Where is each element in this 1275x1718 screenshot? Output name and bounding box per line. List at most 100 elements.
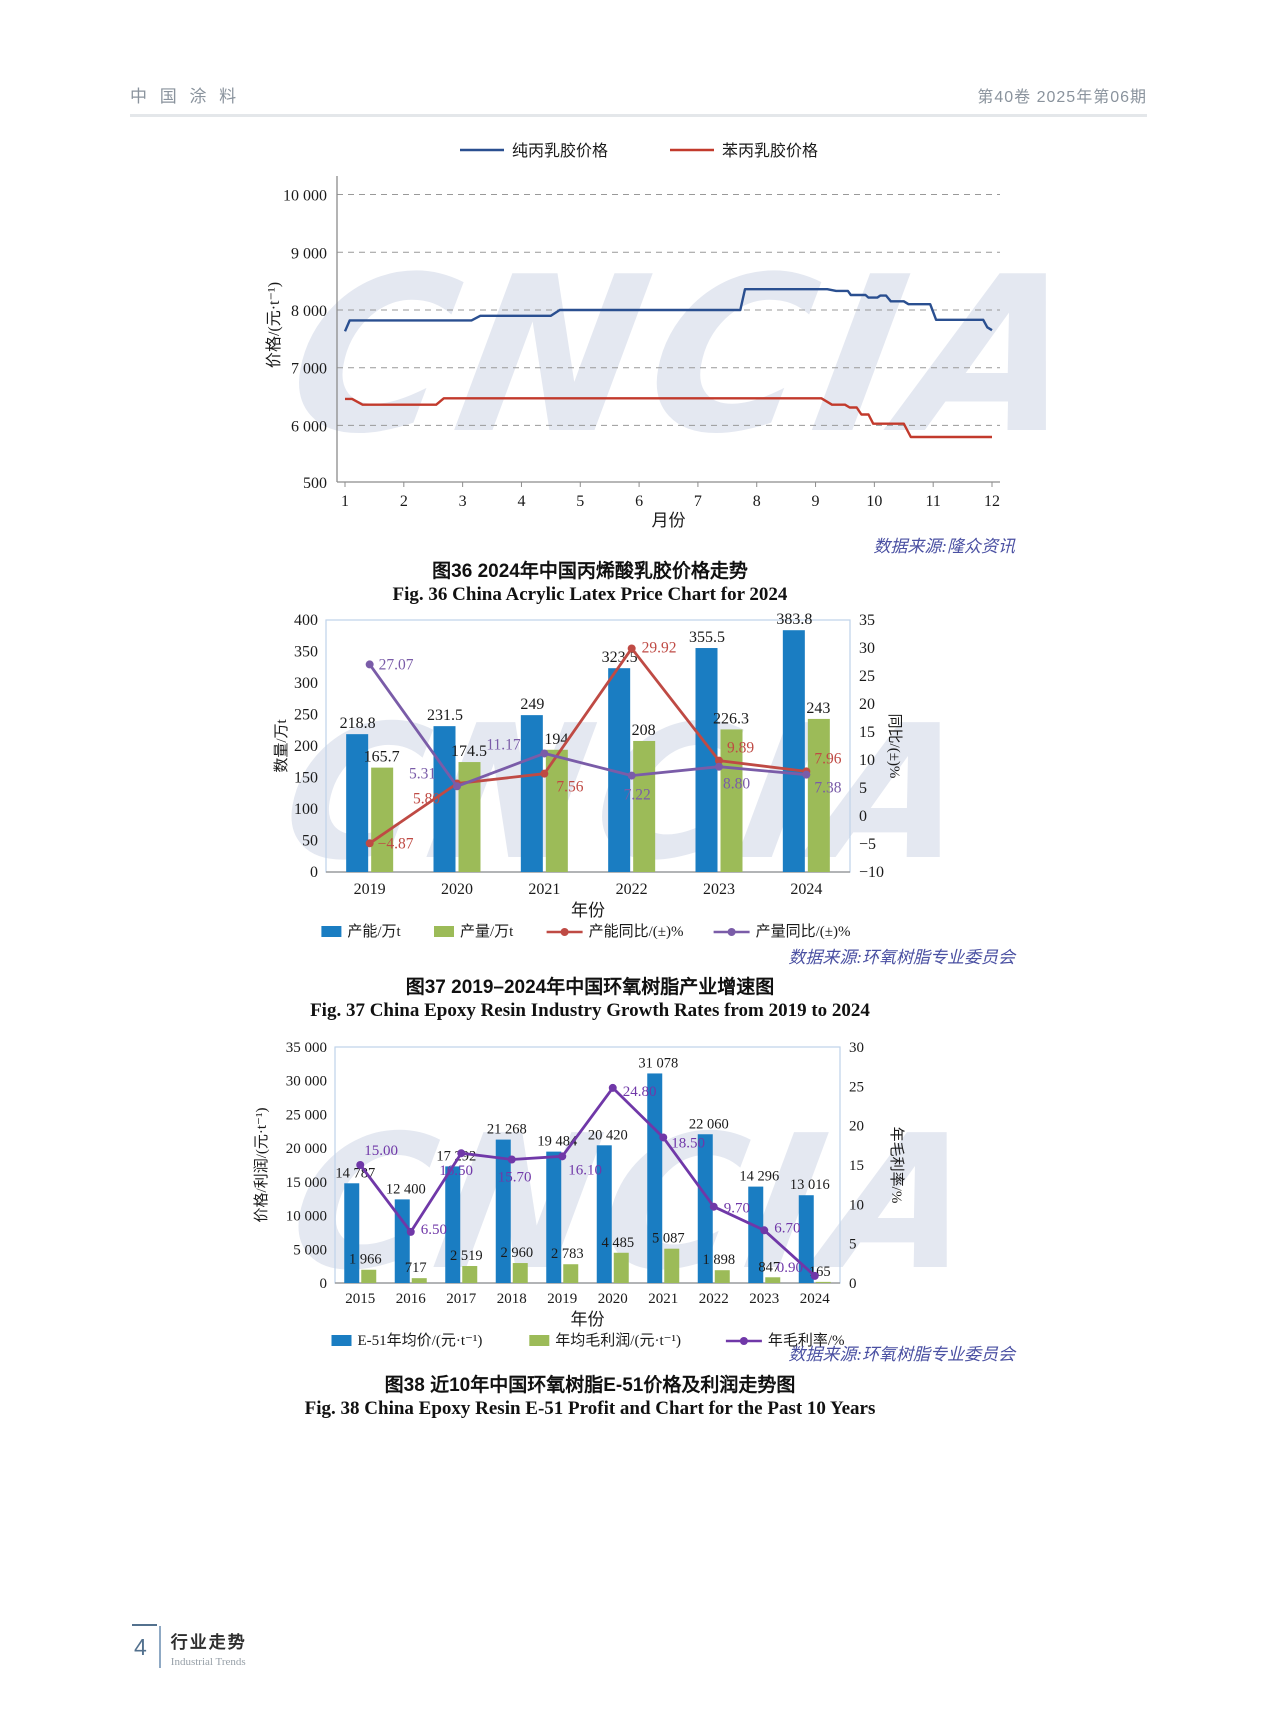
marker xyxy=(760,1226,769,1235)
marker xyxy=(365,839,374,848)
x-tick-label: 2024 xyxy=(790,881,822,898)
legend-label: E-51年均价/(元·t⁻¹) xyxy=(358,1332,483,1349)
bar-value-label: 174.5 xyxy=(451,743,487,760)
left-axis-title: 数量/万t xyxy=(273,719,290,773)
left-tick-label: 250 xyxy=(294,707,318,724)
bar xyxy=(545,749,568,872)
legend-swatch xyxy=(529,1335,550,1346)
legend-label: 产能同比/(±)% xyxy=(589,923,684,940)
page-number: 4 xyxy=(132,1624,157,1668)
series-纯丙乳胶价格 xyxy=(343,287,993,332)
x-tick-label: 12 xyxy=(984,493,1000,510)
bar xyxy=(782,630,805,872)
x-tick-label: 11 xyxy=(925,493,940,510)
bar-value-label: 208 xyxy=(632,722,656,739)
legend-label: 产能/万t xyxy=(347,923,401,940)
left-tick-label: 0 xyxy=(320,1276,328,1292)
bar xyxy=(495,1139,511,1283)
legend-label: 年均毛利润/(元·t⁻¹) xyxy=(555,1332,681,1349)
bar-value-label: 22 060 xyxy=(689,1116,729,1132)
bars-产量/万t: 165.7 174.5 194 208 226.3 243 xyxy=(364,700,830,872)
bar xyxy=(748,1186,764,1283)
legend-label: 产量同比/(±)% xyxy=(756,923,851,940)
legend-swatch xyxy=(331,1335,352,1346)
x-axis-title: 月份 xyxy=(652,511,686,530)
x-tick-label: 1 xyxy=(341,493,349,510)
marker xyxy=(709,1202,718,1211)
line-path xyxy=(359,1086,816,1277)
fig38-caption-cn: 图38 近10年中国环氧树脂E-51价格及利润走势图 xyxy=(384,1375,796,1396)
marker xyxy=(365,660,374,669)
fig37-source: 数据来源:环氧树脂专业委员会 xyxy=(788,948,1015,967)
y-tick-label: 8 000 xyxy=(291,303,327,320)
fig38-legend: E-51年均价/(元·t⁻¹) 年均毛利润/(元·t⁻¹) 年毛利率/% xyxy=(331,1332,845,1349)
marker xyxy=(627,644,636,653)
bar xyxy=(546,1151,562,1283)
left-axis-title: 价格/利润/(元·t⁻¹) xyxy=(253,1108,270,1223)
bar xyxy=(512,1263,528,1283)
bar-value-label: 218.8 xyxy=(340,715,376,732)
bar-value-label: 847 xyxy=(758,1259,780,1275)
bar xyxy=(720,729,743,872)
bar xyxy=(596,1145,612,1283)
line-value-label: 5.31 xyxy=(409,765,436,782)
x-tick-label: 2016 xyxy=(396,1291,427,1307)
x-tick-label: 2015 xyxy=(345,1291,375,1307)
left-tick-label: 30 000 xyxy=(286,1074,327,1090)
right-tick-label: −10 xyxy=(859,864,884,881)
marker xyxy=(558,1152,567,1161)
line-产能同比/(±)%: −4.87 5.80 7.56 29.92 9.89 7.96 xyxy=(365,639,842,852)
bar-value-label: 165.7 xyxy=(364,749,400,766)
bar-value-label: 12 400 xyxy=(386,1181,426,1197)
legend-label: 年毛利率/% xyxy=(768,1332,845,1349)
bar-value-label: 226.3 xyxy=(713,710,749,727)
line-value-label: 16.50 xyxy=(439,1163,473,1179)
bar-value-label: 14 296 xyxy=(739,1169,779,1185)
left-tick-label: 25 000 xyxy=(286,1107,327,1123)
x-tick-label: 2022 xyxy=(699,1291,729,1307)
line-value-label: 5.80 xyxy=(413,791,440,808)
bar xyxy=(613,1252,629,1283)
right-tick-label: 35 xyxy=(859,612,875,629)
right-tick-label: 0 xyxy=(849,1276,857,1292)
x-tick-label: 2017 xyxy=(446,1291,477,1307)
left-tick-label: 300 xyxy=(294,675,318,692)
journal-title: 中 国 涂 料 xyxy=(130,87,241,106)
x-tick-label: 2024 xyxy=(800,1291,831,1307)
right-tick-label: 15 xyxy=(849,1158,864,1174)
left-tick-label: 35 000 xyxy=(286,1040,327,1056)
bar xyxy=(664,1248,680,1283)
bar-value-label: 194 xyxy=(544,731,568,748)
x-tick-label: 3 xyxy=(459,493,467,510)
left-tick-label: 400 xyxy=(294,612,318,629)
legend-marker xyxy=(739,1337,748,1345)
x-axis-title: 年份 xyxy=(571,1310,605,1329)
marker xyxy=(715,762,723,771)
fig36-source: 数据来源:隆众资讯 xyxy=(873,537,1015,556)
bar-value-label: 2 783 xyxy=(551,1246,584,1262)
x-tick-label: 9 xyxy=(812,493,820,510)
fig37-legend: 产能/万t 产量/万t 产能同比/(±)% 产量同比/(±)% xyxy=(321,923,850,940)
bar xyxy=(714,1270,730,1283)
line-value-label: 27.07 xyxy=(379,656,414,673)
left-tick-label: 15 000 xyxy=(286,1175,327,1191)
line-产量同比/(±)%: 27.07 5.31 11.17 7.22 8.80 7.38 xyxy=(365,656,842,804)
left-tick-label: 200 xyxy=(294,738,318,755)
line-value-label: 16.10 xyxy=(568,1162,602,1178)
bar xyxy=(462,1266,478,1283)
bar xyxy=(608,668,631,872)
bar-value-label: 243 xyxy=(806,700,830,717)
right-axis-title: 年毛利率/% xyxy=(888,1127,905,1204)
marker xyxy=(659,1133,668,1142)
bar-value-label: 2 519 xyxy=(450,1248,483,1264)
line-value-label: 7.38 xyxy=(814,780,841,797)
bar xyxy=(361,1269,377,1283)
x-tick-label: 2020 xyxy=(441,881,473,898)
x-tick-label: 2023 xyxy=(703,881,735,898)
bar-value-label: 17 292 xyxy=(436,1148,476,1164)
bar xyxy=(798,1195,814,1283)
right-tick-label: 25 xyxy=(849,1079,864,1095)
